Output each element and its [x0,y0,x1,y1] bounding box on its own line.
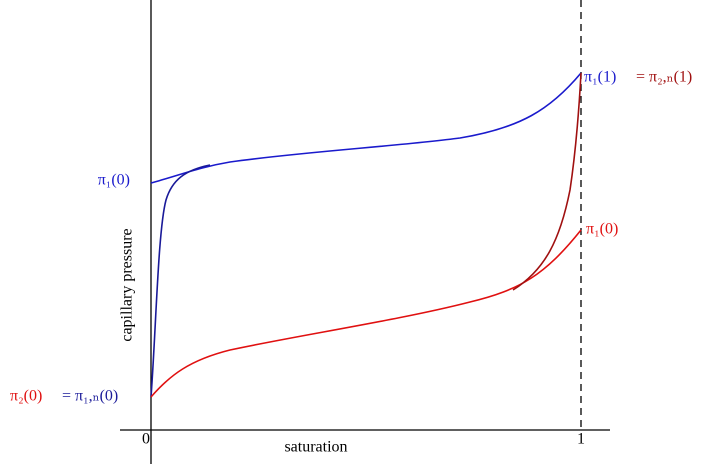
x-axis-label: saturation [284,439,347,456]
label: = π₂,ₙ(1) [636,69,692,86]
label: π₁(0) [98,172,130,189]
label: π₁(0) [586,221,618,238]
y-axis-label: capillary pressure [119,228,136,341]
x-tick-label: 1 [577,431,585,448]
label: π₁(1) [584,69,616,86]
x-tick-label: 0 [142,431,150,448]
upper-curve [150,72,582,184]
lower-scanning-curve [512,72,582,291]
lower-curve [150,229,582,398]
upper-scanning-curve [150,164,211,398]
label: π₂(0) [10,388,42,405]
label: = π₁,ₙ(0) [62,388,118,405]
